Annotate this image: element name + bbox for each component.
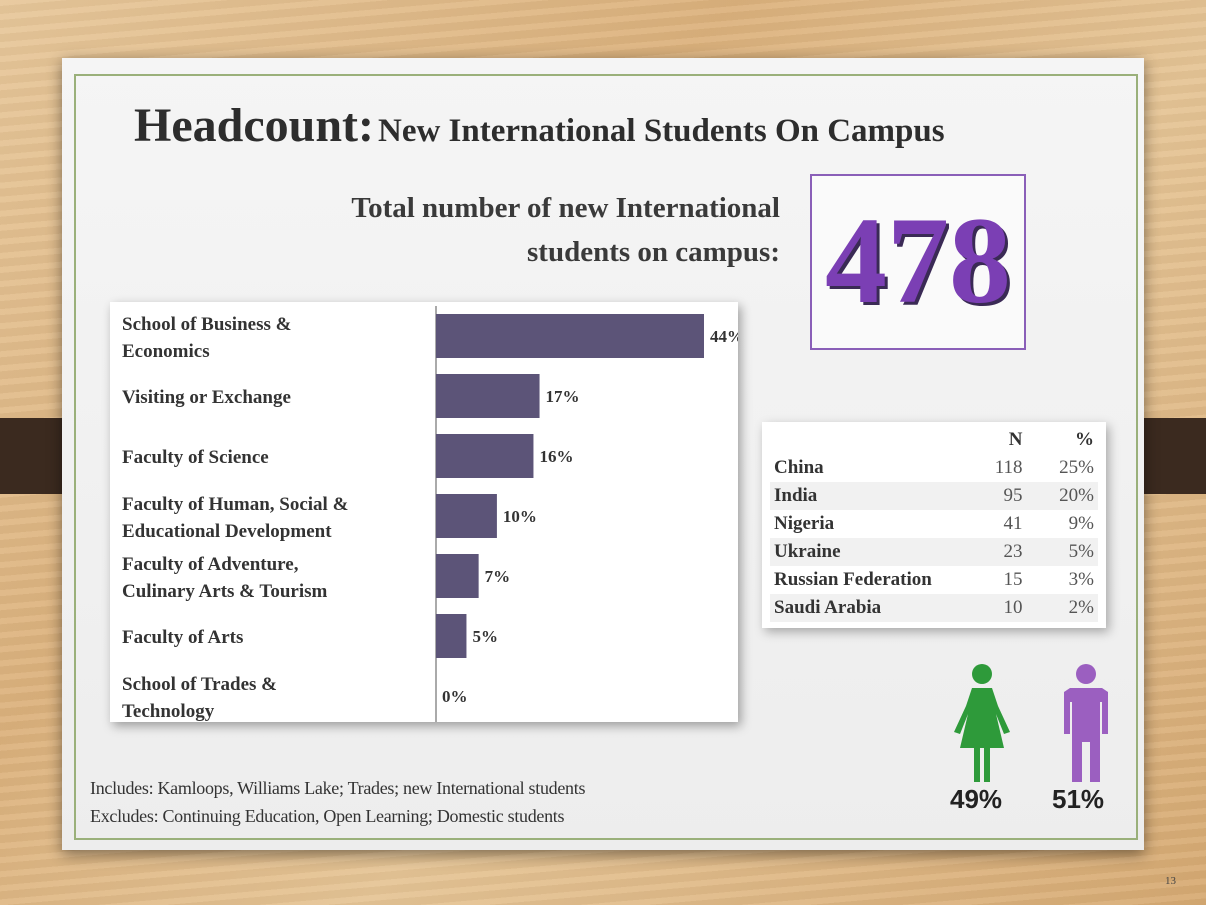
category-label: Faculty of Science (122, 447, 269, 468)
page-number: 13 (1165, 875, 1176, 887)
total-number: 478 (825, 192, 1011, 329)
bar-value-label: 0% (442, 687, 468, 706)
category-label: School of Trades & Technology (122, 674, 277, 722)
category-label: Faculty of Arts (122, 627, 243, 648)
total-label: Total number of new International studen… (262, 186, 780, 274)
category-label: Visiting or Exchange (122, 387, 291, 408)
country-count: 41 (1003, 513, 1023, 534)
country-count: 95 (966, 482, 1027, 510)
category-label-line: Faculty of Science (122, 447, 269, 468)
female-percent: 49% (950, 784, 1003, 814)
country-row: Saudi Arabia 10 2% (770, 594, 1098, 622)
country-row: Russian Federation 15 3% (770, 566, 1098, 594)
slide-card: Headcount: New International Students On… (62, 58, 1144, 850)
male-icon (1064, 664, 1108, 782)
faculty-bar-chart: 44% School of Business & Economics 17% Visit… (110, 302, 738, 722)
country-row: Ukraine 23 5% (770, 538, 1098, 566)
category-label: School of Business & Economics (122, 314, 291, 362)
category-label-line: Faculty of Arts (122, 627, 243, 648)
category-label-line: Faculty of Human, Social & (122, 494, 348, 515)
category-label-line: Economics (122, 341, 210, 362)
bar-value-label: 44% (710, 327, 738, 346)
bar (436, 434, 534, 478)
category-label-line: Technology (122, 701, 215, 722)
country-name: India (770, 482, 967, 510)
female-icon (954, 664, 1010, 782)
country-table-header: N % (770, 426, 1098, 454)
bar (436, 554, 479, 598)
page-title: Headcount: New International Students On… (134, 98, 1134, 153)
total-box: 478 (810, 174, 1026, 350)
header-pct: % (1075, 429, 1094, 450)
male-percent: 51% (1052, 784, 1105, 814)
header-n: N (1008, 429, 1023, 450)
category-label-line: School of Trades & (122, 674, 277, 695)
category-label-line: Faculty of Adventure, (122, 554, 299, 575)
bar-value-label: 10% (503, 507, 537, 526)
slide-border (74, 74, 1138, 840)
category-label: Faculty of Human, Social & Educational De… (122, 494, 348, 542)
country-row: China 118 25% (770, 454, 1098, 482)
country-percent: 5% (1026, 538, 1098, 566)
country-count: 118 (994, 457, 1023, 478)
footnote-excludes: Excludes: Continuing Education, Open Lea… (90, 806, 565, 826)
total-label-line1: Total number of new International (351, 192, 780, 224)
bar-value-label: 7% (485, 567, 511, 586)
country-name: Ukraine (770, 538, 967, 566)
bar-value-label: 17% (546, 387, 580, 406)
title-rest: New International Students On Campus (378, 113, 945, 149)
category-label-line: Culinary Arts & Tourism (122, 581, 328, 602)
bar-value-label: 16% (539, 447, 573, 466)
country-name: China (774, 457, 824, 478)
footnote-includes: Includes: Kamloops, Williams Lake; Trade… (90, 778, 586, 798)
country-row: Nigeria 41 9% (770, 510, 1098, 538)
category-label-line: School of Business & (122, 314, 291, 335)
category-label: Faculty of Adventure, Culinary Arts & Tou… (122, 554, 328, 602)
country-count: 23 (966, 538, 1027, 566)
bar (436, 314, 704, 358)
header-country (770, 426, 967, 454)
bar (436, 614, 467, 658)
country-name: Nigeria (774, 513, 835, 534)
country-row: India 95 20% (770, 482, 1098, 510)
country-table-panel: N % China 118 25% India 95 20% Nigeria 41 9% Ukra… (762, 422, 1106, 628)
country-name: Russian Federation (774, 569, 932, 590)
country-percent: 9% (1068, 513, 1094, 534)
country-percent: 25% (1059, 457, 1094, 478)
country-percent: 3% (1068, 569, 1094, 590)
total-label-line2: students on campus: (527, 236, 780, 268)
country-name: Saudi Arabia (770, 594, 967, 622)
category-label-line: Visiting or Exchange (122, 387, 291, 408)
country-percent: 20% (1026, 482, 1098, 510)
category-label-line: Educational Development (122, 521, 332, 542)
country-table: N % China 118 25% India 95 20% Nigeria 41 9% Ukra… (770, 426, 1098, 622)
country-percent: 2% (1026, 594, 1098, 622)
country-count: 15 (1003, 569, 1023, 590)
title-main: Headcount: (134, 99, 374, 152)
bar-chart-svg: 44% School of Business & Economics 17% Visit… (122, 306, 738, 722)
gender-figures (954, 664, 1108, 782)
bar (436, 494, 497, 538)
country-count: 10 (966, 594, 1027, 622)
bar-value-label: 5% (472, 627, 498, 646)
bar (436, 374, 540, 418)
